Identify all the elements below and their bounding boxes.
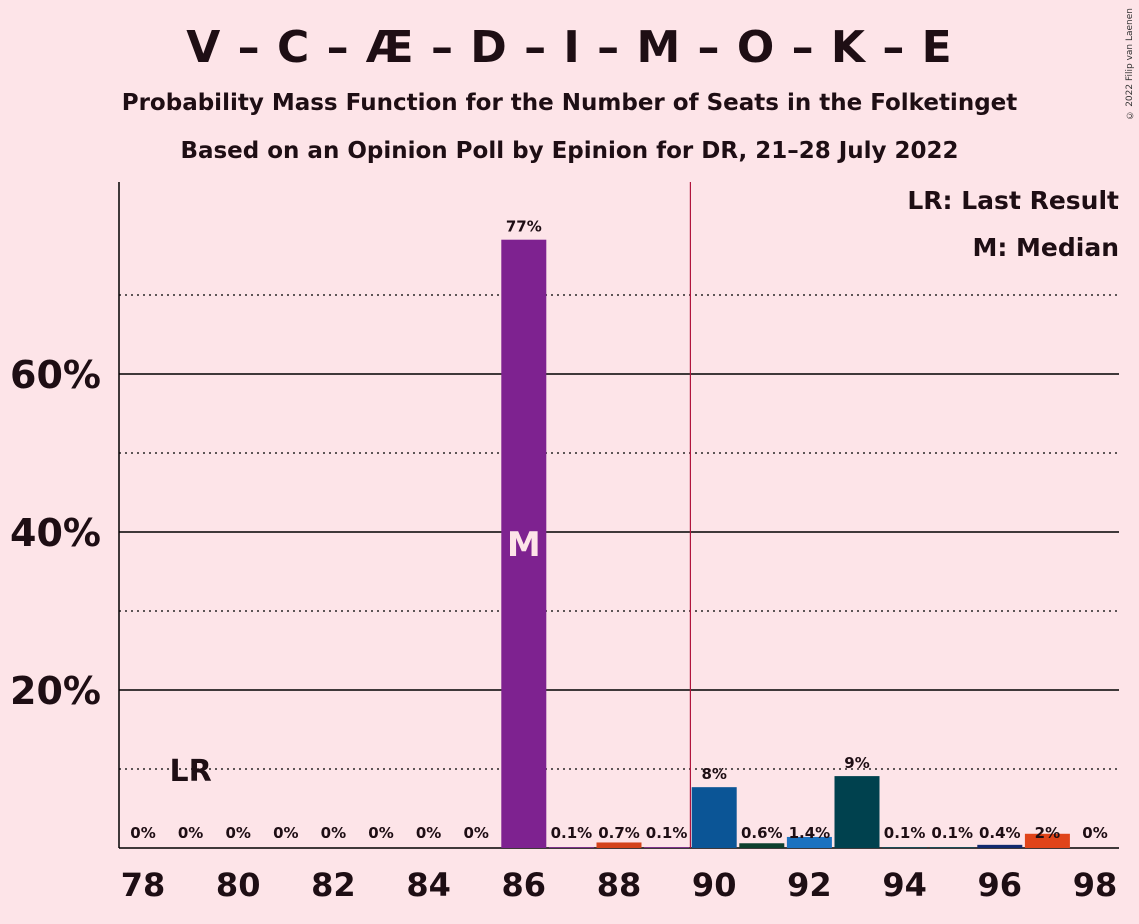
- x-tick-label: 96: [978, 866, 1023, 904]
- bar-value-label: 0%: [463, 824, 488, 842]
- median-marker: M: [507, 525, 541, 565]
- x-tick-label: 84: [406, 866, 451, 904]
- bar-value-label: 0%: [225, 824, 250, 842]
- bar: [977, 844, 1023, 848]
- bar-value-label: 0.1%: [646, 824, 688, 842]
- bar-value-label: 77%: [506, 218, 542, 236]
- x-tick-label: 82: [311, 866, 356, 904]
- bar-value-label: 9%: [844, 754, 869, 772]
- chart-title: V – C – Æ – D – I – M – O – K – E: [186, 22, 953, 73]
- bar-value-label: 0%: [178, 824, 203, 842]
- legend-last-result: LR: Last Result: [907, 186, 1119, 215]
- x-tick-label: 94: [882, 866, 927, 904]
- bar-value-label: 0%: [416, 824, 441, 842]
- bar: [739, 843, 785, 848]
- bar-value-label: 0.7%: [598, 824, 640, 842]
- bar-value-label: 0%: [368, 824, 393, 842]
- bar-value-label: 0.1%: [931, 824, 973, 842]
- bar-value-label: 0%: [130, 824, 155, 842]
- bar-value-label: 1.4%: [789, 824, 831, 842]
- last-result-marker: LR: [169, 754, 211, 789]
- bar: [834, 776, 880, 848]
- bar-value-label: 0%: [321, 824, 346, 842]
- x-tick-label: 78: [121, 866, 166, 904]
- bar: [882, 847, 928, 848]
- bar-value-label: 0%: [273, 824, 298, 842]
- y-tick-label: 60%: [10, 353, 101, 397]
- bar: [691, 787, 737, 848]
- bar-value-label: 0.1%: [551, 824, 593, 842]
- y-tick-label: 20%: [10, 669, 101, 713]
- x-tick-label: 98: [1073, 866, 1118, 904]
- bar: [548, 847, 594, 848]
- bar-value-label: 0%: [1082, 824, 1107, 842]
- x-tick-label: 90: [692, 866, 737, 904]
- bar: [1024, 833, 1070, 848]
- bar-value-label: 2%: [1035, 824, 1060, 842]
- x-tick-label: 86: [502, 866, 547, 904]
- bar-value-label: 0.6%: [741, 824, 783, 842]
- chart-subtitle: Probability Mass Function for the Number…: [121, 90, 1018, 116]
- y-tick-label: 40%: [10, 511, 101, 555]
- legend-median: M: Median: [972, 233, 1119, 262]
- bar: [644, 847, 690, 848]
- bar-value-label: 0.1%: [884, 824, 926, 842]
- bar-value-label: 0.4%: [979, 824, 1021, 842]
- bar-value-label: 8%: [701, 765, 726, 783]
- bar: [501, 239, 547, 848]
- bar: [929, 847, 975, 848]
- chart-subtitle-source: Based on an Opinion Poll by Epinion for …: [180, 138, 959, 164]
- bar: [596, 842, 642, 848]
- bar: [786, 836, 832, 848]
- x-tick-label: 80: [216, 866, 261, 904]
- x-tick-label: 88: [597, 866, 642, 904]
- x-tick-label: 92: [787, 866, 832, 904]
